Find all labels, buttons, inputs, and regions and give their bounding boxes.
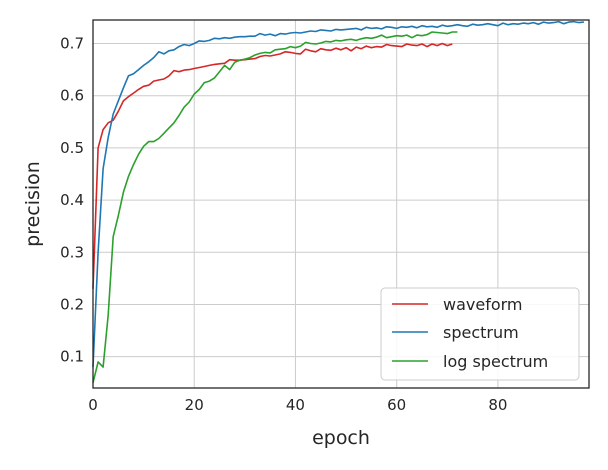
legend-frame	[380, 287, 580, 381]
grid	[92, 20, 589, 388]
legend-label-log-spectrum: log spectrum	[443, 352, 548, 371]
y-tick-label: 0.1	[60, 348, 84, 366]
x-tick-label: 60	[387, 396, 406, 414]
y-tick-label: 0.6	[60, 87, 84, 105]
series-line-waveform	[92, 42, 453, 289]
legend: waveform spectrum log spectrum	[380, 287, 580, 381]
y-tick-label: 0.5	[60, 139, 84, 157]
y-tick-label: 0.4	[60, 191, 84, 209]
series-group	[92, 20, 584, 383]
x-tick-label: 40	[286, 396, 305, 414]
tick-labels: 0 20 40 60 80 0.1 0.2 0.3 0.4 0.5 0.6 0.7	[60, 34, 507, 414]
x-tick-label: 0	[88, 396, 98, 414]
x-axis-title: epoch	[312, 427, 370, 449]
x-tick-label: 80	[488, 396, 507, 414]
series-line-log-spectrum	[92, 31, 458, 383]
y-tick-label: 0.3	[60, 243, 84, 261]
y-tick-label: 0.7	[60, 34, 84, 52]
x-tick-label: 20	[185, 396, 204, 414]
series-line-spectrum	[92, 20, 584, 368]
y-tick-label: 0.2	[60, 295, 84, 313]
y-axis-title: precision	[22, 161, 44, 247]
legend-label-waveform: waveform	[443, 295, 523, 314]
legend-label-spectrum: spectrum	[443, 323, 519, 342]
plot-frame	[92, 19, 590, 389]
